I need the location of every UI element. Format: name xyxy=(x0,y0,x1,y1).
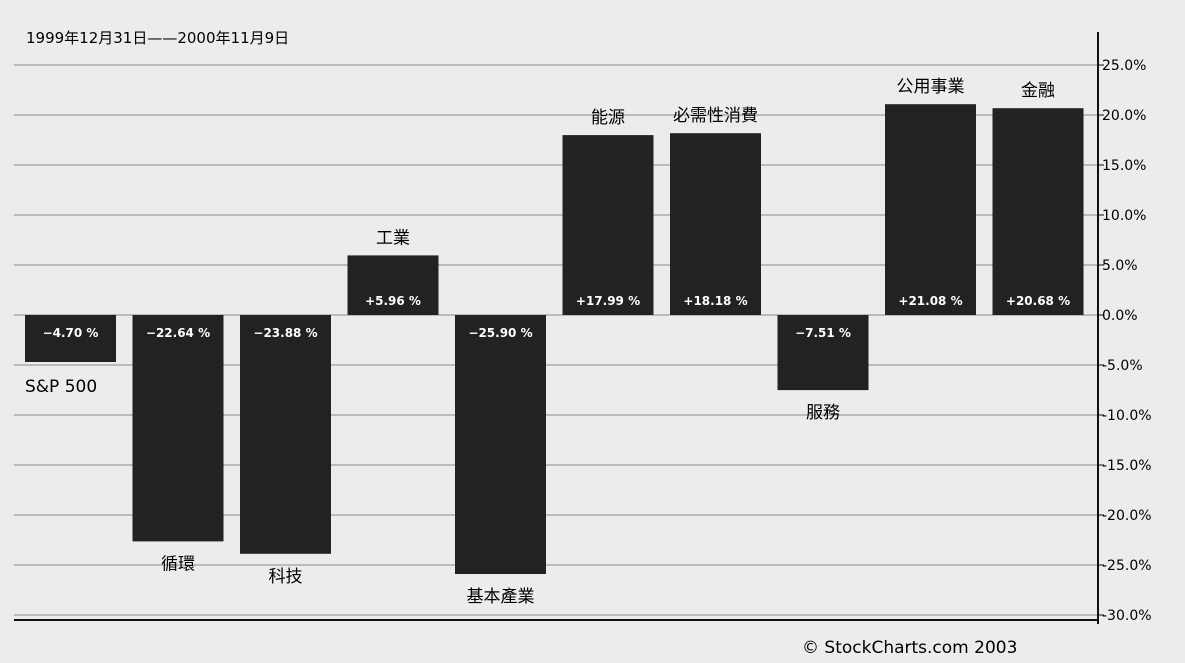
bar-value-label: +20.68 % xyxy=(1006,294,1070,308)
bar-value-label: +17.99 % xyxy=(576,294,640,308)
credit-text: © StockCharts.com 2003 xyxy=(802,638,1017,658)
y-tick-label: -25.0% xyxy=(1102,558,1152,574)
value-labels: −4.70 % −22.64 % −23.88 % +5.96 % −25.90 % +1… xyxy=(43,294,1071,340)
y-tick-label: 5.0% xyxy=(1102,258,1138,274)
category-label: 服務 xyxy=(806,403,840,423)
category-label: 循環 xyxy=(161,554,195,574)
category-label: 基本產業 xyxy=(467,587,535,607)
bar xyxy=(992,108,1084,315)
category-label: S&P 500 xyxy=(25,377,97,397)
bar-value-label: −25.90 % xyxy=(468,326,532,340)
y-tick-label: -20.0% xyxy=(1102,508,1152,524)
category-label: 金融 xyxy=(1021,81,1055,101)
y-axis-ticks: 25.0% 20.0% 15.0% 10.0% 5.0% 0.0% -5.0% -10.0% -… xyxy=(1098,58,1152,624)
y-tick-label: -10.0% xyxy=(1102,408,1152,424)
bar xyxy=(132,315,224,542)
bar xyxy=(240,315,331,554)
bar xyxy=(777,315,869,391)
category-label: 工業 xyxy=(376,228,410,248)
bar xyxy=(455,315,546,574)
chart-title: 1999年12月31日——2000年11月9日 xyxy=(26,29,289,47)
bar-value-label: +18.18 % xyxy=(683,294,747,308)
category-label: 必需性消費 xyxy=(673,106,758,126)
bar-value-label: +5.96 % xyxy=(365,294,421,308)
bar xyxy=(562,135,654,315)
bar-value-label: +21.08 % xyxy=(898,294,962,308)
bar-value-label: −22.64 % xyxy=(146,326,210,340)
y-tick-label: -15.0% xyxy=(1102,458,1152,474)
bar xyxy=(670,133,761,315)
y-tick-label: 10.0% xyxy=(1102,208,1146,224)
category-label: 能源 xyxy=(591,108,625,128)
bar-value-label: −23.88 % xyxy=(253,326,317,340)
bar-value-label: −4.70 % xyxy=(43,326,99,340)
bar xyxy=(25,315,116,362)
bar xyxy=(347,255,439,315)
y-tick-label: -30.0% xyxy=(1102,608,1152,624)
category-label: 科技 xyxy=(269,567,303,587)
y-tick-label: 15.0% xyxy=(1102,158,1146,174)
bar xyxy=(885,104,976,315)
category-label: 公用事業 xyxy=(897,77,965,97)
y-tick-label: 0.0% xyxy=(1102,308,1138,324)
y-tick-label: 20.0% xyxy=(1102,108,1146,124)
bars xyxy=(25,104,1084,574)
y-tick-label: -5.0% xyxy=(1102,358,1143,374)
y-tick-label: 25.0% xyxy=(1102,58,1146,74)
bar-value-label: −7.51 % xyxy=(795,326,851,340)
